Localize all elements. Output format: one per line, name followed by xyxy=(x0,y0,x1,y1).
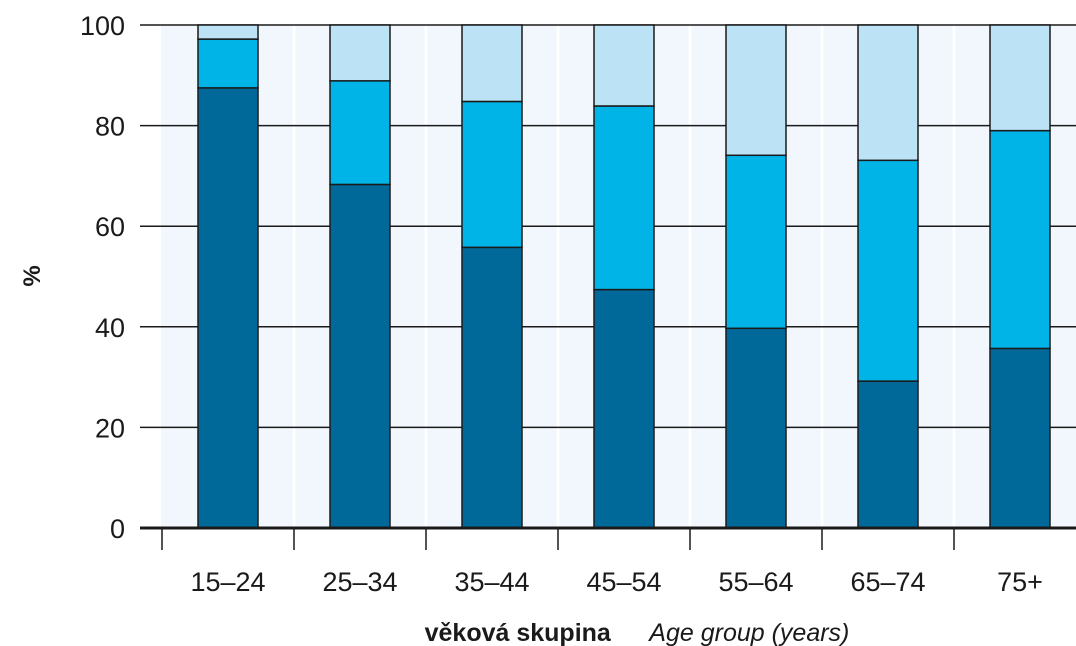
bar-segment-series-1 xyxy=(725,327,787,529)
bar-segment-series-2 xyxy=(989,129,1051,350)
bar-segment-series-3 xyxy=(725,24,787,157)
x-tick-labels: 15–24 25–34 35–44 45–54 55–64 65–74 75+ xyxy=(161,528,1043,597)
bars-group xyxy=(197,24,1051,529)
y-axis-label: % xyxy=(19,265,46,286)
bar-segment-series-1 xyxy=(329,183,391,529)
bar-segment-series-3 xyxy=(461,24,523,103)
y-tick-label: 100 xyxy=(80,11,125,41)
y-tick-label: 0 xyxy=(110,514,125,544)
bar-segment-series-1 xyxy=(857,380,919,529)
bar-segment-series-2 xyxy=(329,80,391,186)
x-tick-label: 45–54 xyxy=(586,567,661,597)
bar-segment-series-2 xyxy=(197,38,259,89)
x-tick-label: 55–64 xyxy=(718,567,793,597)
bar-segment-series-2 xyxy=(725,154,787,330)
bar-segment-series-2 xyxy=(857,159,919,382)
bar-segment-series-2 xyxy=(593,105,655,291)
bar-segment-series-2 xyxy=(461,100,523,249)
x-tick-label: 65–74 xyxy=(850,567,925,597)
bar-segment-series-3 xyxy=(197,24,259,40)
y-tick-labels: 0 20 40 60 80 100 xyxy=(80,11,125,544)
bar-segment-series-3 xyxy=(857,24,919,162)
x-axis-label-secondary: Age group (years) xyxy=(647,619,849,646)
x-tick-label: 15–24 xyxy=(190,567,265,597)
y-tick-label: 20 xyxy=(95,413,125,443)
x-tick-label: 75+ xyxy=(997,567,1043,597)
y-tick-label: 80 xyxy=(95,112,125,142)
y-tick-label: 60 xyxy=(95,212,125,242)
bar-segment-series-3 xyxy=(989,24,1051,132)
bar-segment-series-1 xyxy=(461,246,523,529)
bar-segment-series-1 xyxy=(989,347,1051,529)
x-axis-label-primary: věková skupina xyxy=(425,619,612,646)
bar-segment-series-3 xyxy=(593,24,655,107)
bar-segment-series-1 xyxy=(197,87,259,529)
bar-segment-series-1 xyxy=(593,288,655,529)
x-axis-title: věková skupina Age group (years) xyxy=(425,619,850,646)
x-tick-label: 25–34 xyxy=(322,567,397,597)
y-tick-label: 40 xyxy=(95,313,125,343)
x-tick-label: 35–44 xyxy=(454,567,529,597)
bar-segment-series-3 xyxy=(329,24,391,82)
